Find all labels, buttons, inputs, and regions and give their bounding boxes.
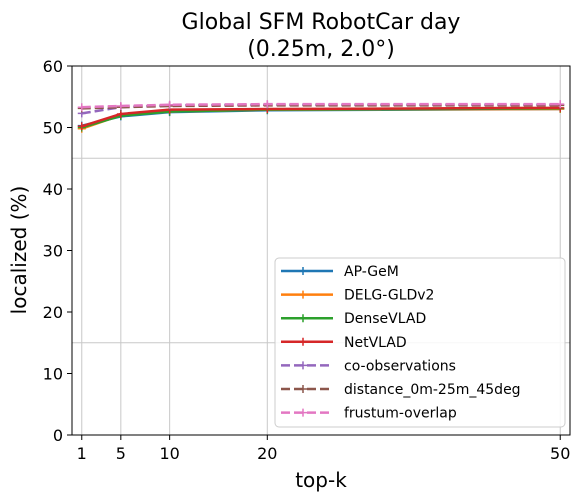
legend-marker-densevlad [299,314,307,323]
legend-marker-netvlad [299,337,307,346]
y-axis-label: localized (%) [7,186,31,315]
legend-marker-delg-gldv2 [299,290,307,299]
data-point-frustum-overlap-50 [556,100,565,109]
legend-label-densevlad: DenseVLAD [344,311,426,327]
series-netvlad [77,103,565,131]
axis-ticks: 1 5 10 20 50 0 10 20 30 40 50 60 [43,57,571,463]
series-frustum-overlap [77,100,565,112]
legend-label-distance-0m-25m-45deg: distance_0m-25m_45deg [344,382,521,398]
legend-label-co-observations: co-observations [344,358,456,374]
y-tick-label-30: 30 [43,242,63,261]
y-tick-label-60: 60 [43,57,63,76]
y-tick-label-50: 50 [43,119,63,138]
legend-label-ap-gem: AP-GeM [344,264,399,280]
data-point-frustum-overlap-5 [116,101,125,110]
chart-title: Global SFM RobotCar day (0.25m, 2.0°) [182,10,461,62]
x-tick-label-1: 1 [77,444,87,463]
y-tick-label-10: 10 [43,365,63,384]
y-tick-label-20: 20 [43,303,63,322]
x-axis-label: top-k [295,468,347,492]
data-point-netvlad-1 [77,122,86,131]
legend-marker-distance-0m-25m-45deg [299,385,307,393]
legend-label-netvlad: NetVLAD [344,335,407,351]
data-point-frustum-overlap-20 [263,100,272,109]
legend-label-delg-gldv2: DELG-GLDv2 [344,288,434,304]
series-layer [77,100,565,133]
data-point-frustum-overlap-1 [77,103,86,112]
chart-title-line-1: Global SFM RobotCar day [182,10,461,35]
legend-label-frustum-overlap: frustum-overlap [344,406,457,422]
legend: AP-GeM DELG-GLDv2 DenseVLAD NetVLAD co-obser… [274,257,566,428]
data-point-frustum-overlap-10 [165,100,174,109]
legend-marker-co-observations [299,361,307,370]
x-tick-label-20: 20 [257,444,277,463]
series-line-frustum-overlap [81,102,561,109]
x-tick-label-50: 50 [550,444,570,463]
x-tick-label-5: 5 [116,444,126,463]
x-tick-label-10: 10 [159,444,179,463]
legend-marker-ap-gem [299,267,307,275]
y-tick-label-40: 40 [43,180,63,199]
legend-box [274,257,566,428]
legend-marker-frustum-overlap [299,408,307,417]
y-tick-label-0: 0 [53,426,63,445]
chart-title-line-2: (0.25m, 2.0°) [247,37,395,62]
series-line-co-observations [81,103,561,115]
data-point-netvlad-5 [116,109,125,118]
